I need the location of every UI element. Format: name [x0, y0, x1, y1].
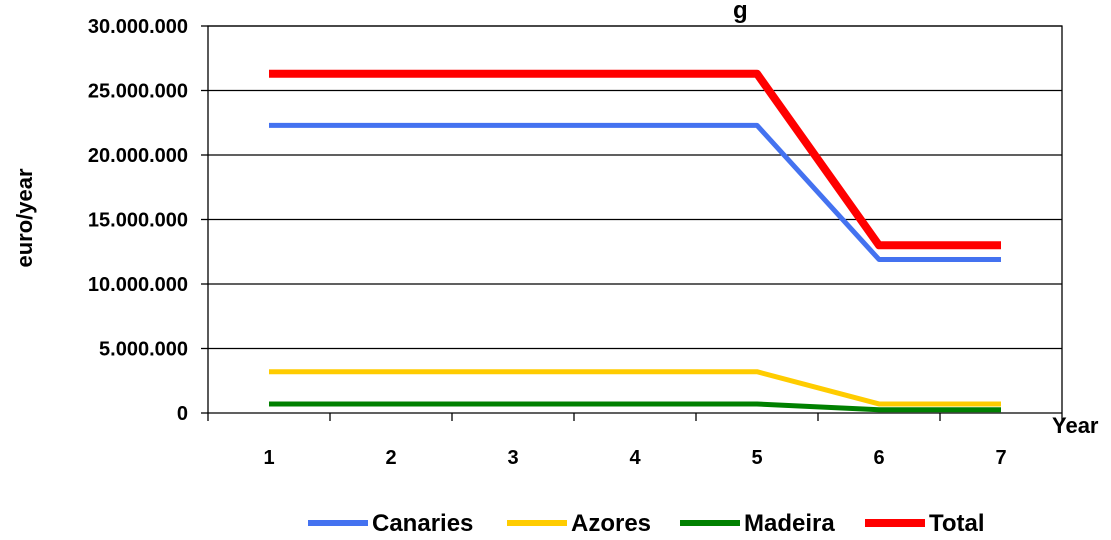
- x-tick-label: 7: [995, 447, 1006, 469]
- legend-label-total: Total: [929, 510, 985, 537]
- y-tick-label: 20.000.000: [88, 145, 188, 167]
- series-line-total: [269, 69, 1001, 250]
- series-line-madeira: [269, 401, 1001, 413]
- y-tick-labels: 0 5.000.000 10.000.000 15.000.000 20.000.000…: [88, 16, 188, 425]
- x-tick-label: 4: [629, 447, 641, 469]
- x-tick-label: 6: [873, 447, 884, 469]
- x-tick-label: 2: [385, 447, 396, 469]
- legend: Canaries Azores Madeira Total: [308, 510, 985, 537]
- legend-label-madeira: Madeira: [744, 510, 835, 537]
- x-axis-title: Year: [1052, 413, 1099, 438]
- axes: [201, 25, 1063, 421]
- x-tick-labels: 1 2 3 4 5 6 7: [263, 447, 1006, 469]
- y-tick-label: 0: [177, 403, 188, 425]
- y-axis-title: euro/year: [12, 168, 37, 267]
- series-lines: [269, 69, 1001, 413]
- y-tick-label: 15.000.000: [88, 210, 188, 232]
- chart-title: g: [733, 0, 748, 24]
- plot-border: [207, 25, 1063, 413]
- legend-label-canaries: Canaries: [372, 510, 473, 537]
- y-tick-label: 10.000.000: [88, 274, 188, 296]
- y-tick-label: 30.000.000: [88, 16, 188, 38]
- y-tick-label: 5.000.000: [99, 339, 188, 361]
- series-line-canaries: [269, 122, 1001, 262]
- legend-label-azores: Azores: [571, 510, 651, 537]
- x-tick-label: 3: [507, 447, 518, 469]
- y-tick-label: 25.000.000: [88, 81, 188, 103]
- x-tick-label: 1: [263, 447, 274, 469]
- series-line-azores: [269, 369, 1001, 407]
- x-tick-label: 5: [751, 447, 762, 469]
